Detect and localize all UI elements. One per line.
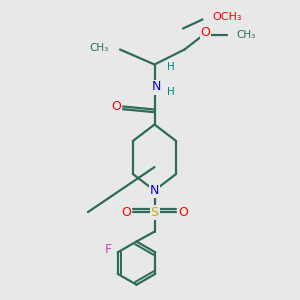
Text: N: N (152, 80, 162, 94)
Text: F: F (105, 243, 112, 256)
Text: N: N (150, 184, 159, 197)
Text: H: H (167, 86, 175, 97)
Text: OCH₃: OCH₃ (212, 12, 242, 22)
Text: O: O (112, 100, 121, 113)
Text: O: O (201, 26, 210, 40)
Text: H: H (167, 62, 175, 73)
Text: O: O (122, 206, 131, 219)
Text: CH₃: CH₃ (89, 43, 109, 53)
Text: CH₃: CH₃ (236, 29, 255, 40)
Text: O: O (178, 206, 188, 219)
Text: S: S (151, 206, 158, 219)
